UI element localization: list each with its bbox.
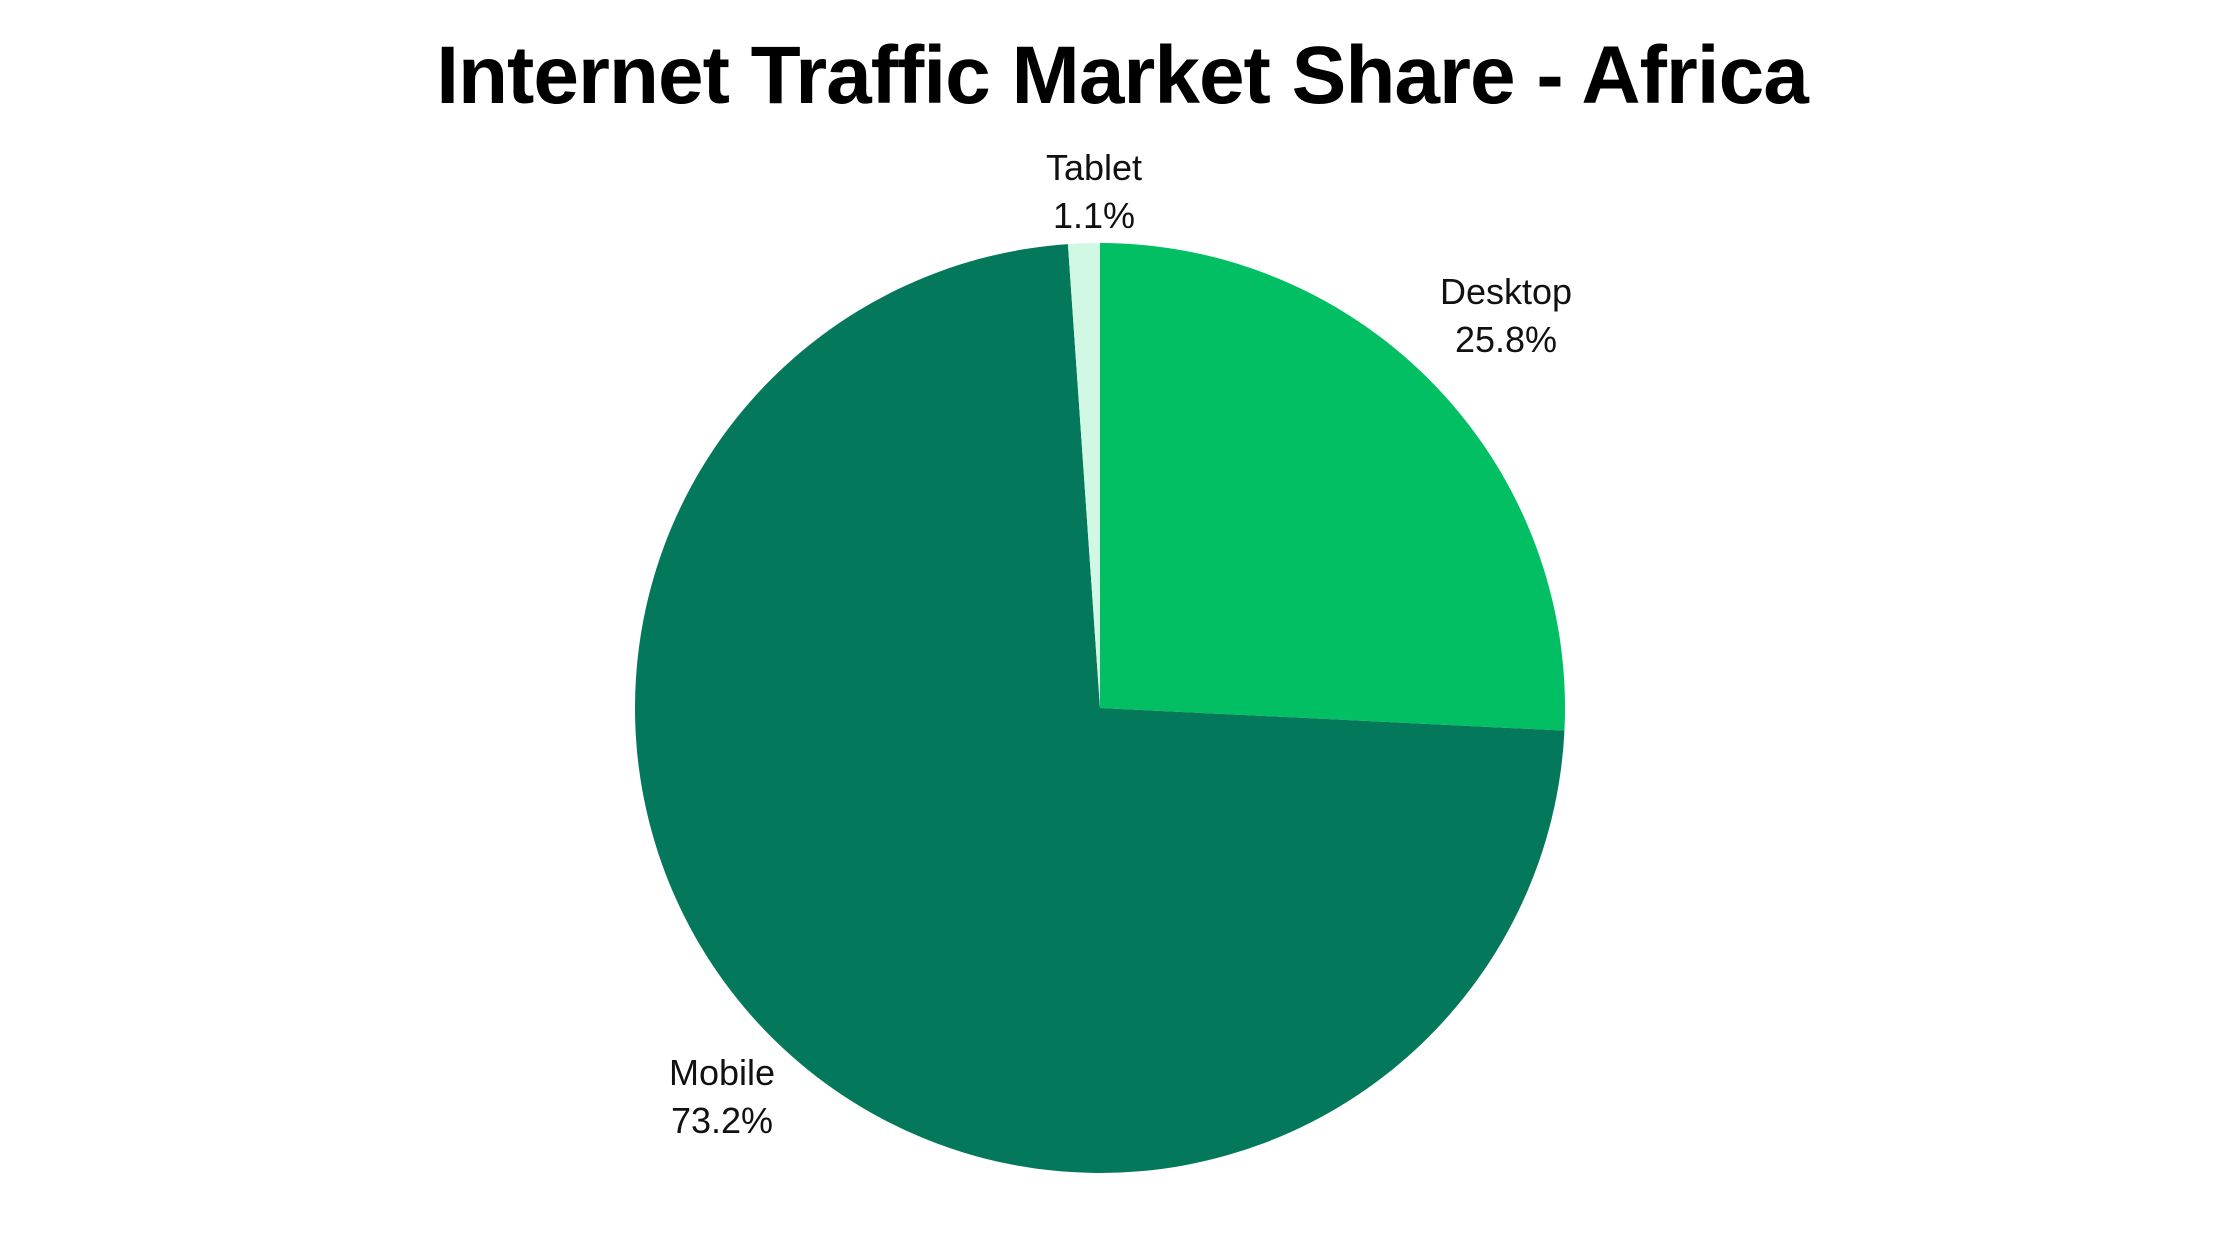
mobile-label: Mobile 73.2% bbox=[669, 1049, 775, 1145]
tablet-label-value: 1.1% bbox=[1052, 195, 1136, 236]
desktop-label-value: 25.8% bbox=[1454, 319, 1558, 360]
pie-slice-mobile bbox=[635, 244, 1565, 1173]
pie-slice-desktop bbox=[1100, 243, 1566, 731]
pie-slice-tablet bbox=[1067, 243, 1100, 708]
desktop-label: Desktop 25.8% bbox=[1440, 268, 1572, 364]
tablet-label-name: Tablet bbox=[1045, 147, 1143, 188]
mobile-label-name: Mobile bbox=[668, 1052, 776, 1093]
mobile-label-value: 73.2% bbox=[670, 1100, 774, 1141]
tablet-label: Tablet 1.1% bbox=[1046, 144, 1142, 240]
chart-title: Internet Traffic Market Share - Africa bbox=[436, 30, 1809, 121]
desktop-label-name: Desktop bbox=[1439, 271, 1573, 312]
